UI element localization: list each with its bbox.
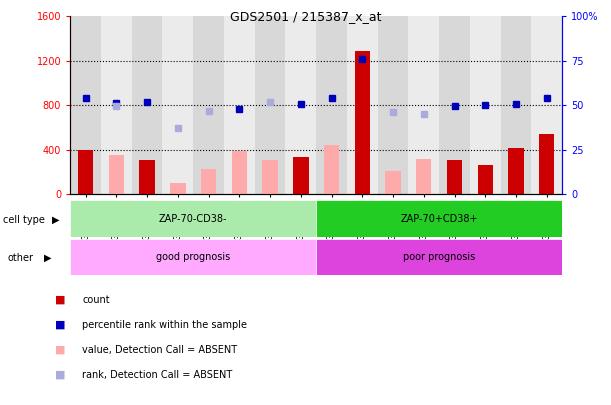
Text: good prognosis: good prognosis xyxy=(156,252,230,262)
Bar xyxy=(224,16,255,194)
Text: ■: ■ xyxy=(55,320,65,330)
Bar xyxy=(408,16,439,194)
Text: GDS2501 / 215387_x_at: GDS2501 / 215387_x_at xyxy=(230,10,381,23)
Bar xyxy=(316,239,562,275)
Bar xyxy=(163,16,193,194)
Bar xyxy=(255,16,285,194)
Bar xyxy=(78,150,93,194)
Bar xyxy=(500,16,532,194)
Text: cell type: cell type xyxy=(3,215,45,224)
Bar xyxy=(532,16,562,194)
Bar xyxy=(101,16,132,194)
Bar xyxy=(232,151,247,194)
Text: ZAP-70+CD38+: ZAP-70+CD38+ xyxy=(400,214,478,224)
Bar xyxy=(439,16,470,194)
Text: ■: ■ xyxy=(55,345,65,355)
Text: value, Detection Call = ABSENT: value, Detection Call = ABSENT xyxy=(82,345,238,355)
Bar xyxy=(316,200,562,237)
Bar xyxy=(470,16,500,194)
Bar xyxy=(109,156,124,194)
Text: count: count xyxy=(82,295,110,305)
Text: ■: ■ xyxy=(55,370,65,380)
Bar xyxy=(539,134,554,194)
Bar xyxy=(70,16,101,194)
Bar xyxy=(170,183,186,194)
Bar xyxy=(324,145,339,194)
Bar xyxy=(262,160,278,194)
Bar xyxy=(139,160,155,194)
Bar xyxy=(193,16,224,194)
Text: percentile rank within the sample: percentile rank within the sample xyxy=(82,320,247,330)
Bar xyxy=(354,51,370,194)
Text: other: other xyxy=(7,253,34,263)
Bar xyxy=(293,156,309,194)
Bar xyxy=(508,148,524,194)
Text: ■: ■ xyxy=(55,295,65,305)
Text: ▶: ▶ xyxy=(52,215,59,224)
Bar xyxy=(285,16,316,194)
Text: poor prognosis: poor prognosis xyxy=(403,252,475,262)
Text: rank, Detection Call = ABSENT: rank, Detection Call = ABSENT xyxy=(82,370,233,380)
Bar xyxy=(70,200,316,237)
Text: ZAP-70-CD38-: ZAP-70-CD38- xyxy=(159,214,227,224)
Text: ▶: ▶ xyxy=(44,253,51,263)
Bar xyxy=(478,165,493,194)
Bar xyxy=(347,16,378,194)
Bar xyxy=(416,159,431,194)
Bar xyxy=(201,169,216,194)
Bar xyxy=(386,171,401,194)
Bar xyxy=(70,239,316,275)
Bar xyxy=(132,16,163,194)
Bar xyxy=(447,160,462,194)
Bar xyxy=(378,16,408,194)
Bar xyxy=(316,16,347,194)
